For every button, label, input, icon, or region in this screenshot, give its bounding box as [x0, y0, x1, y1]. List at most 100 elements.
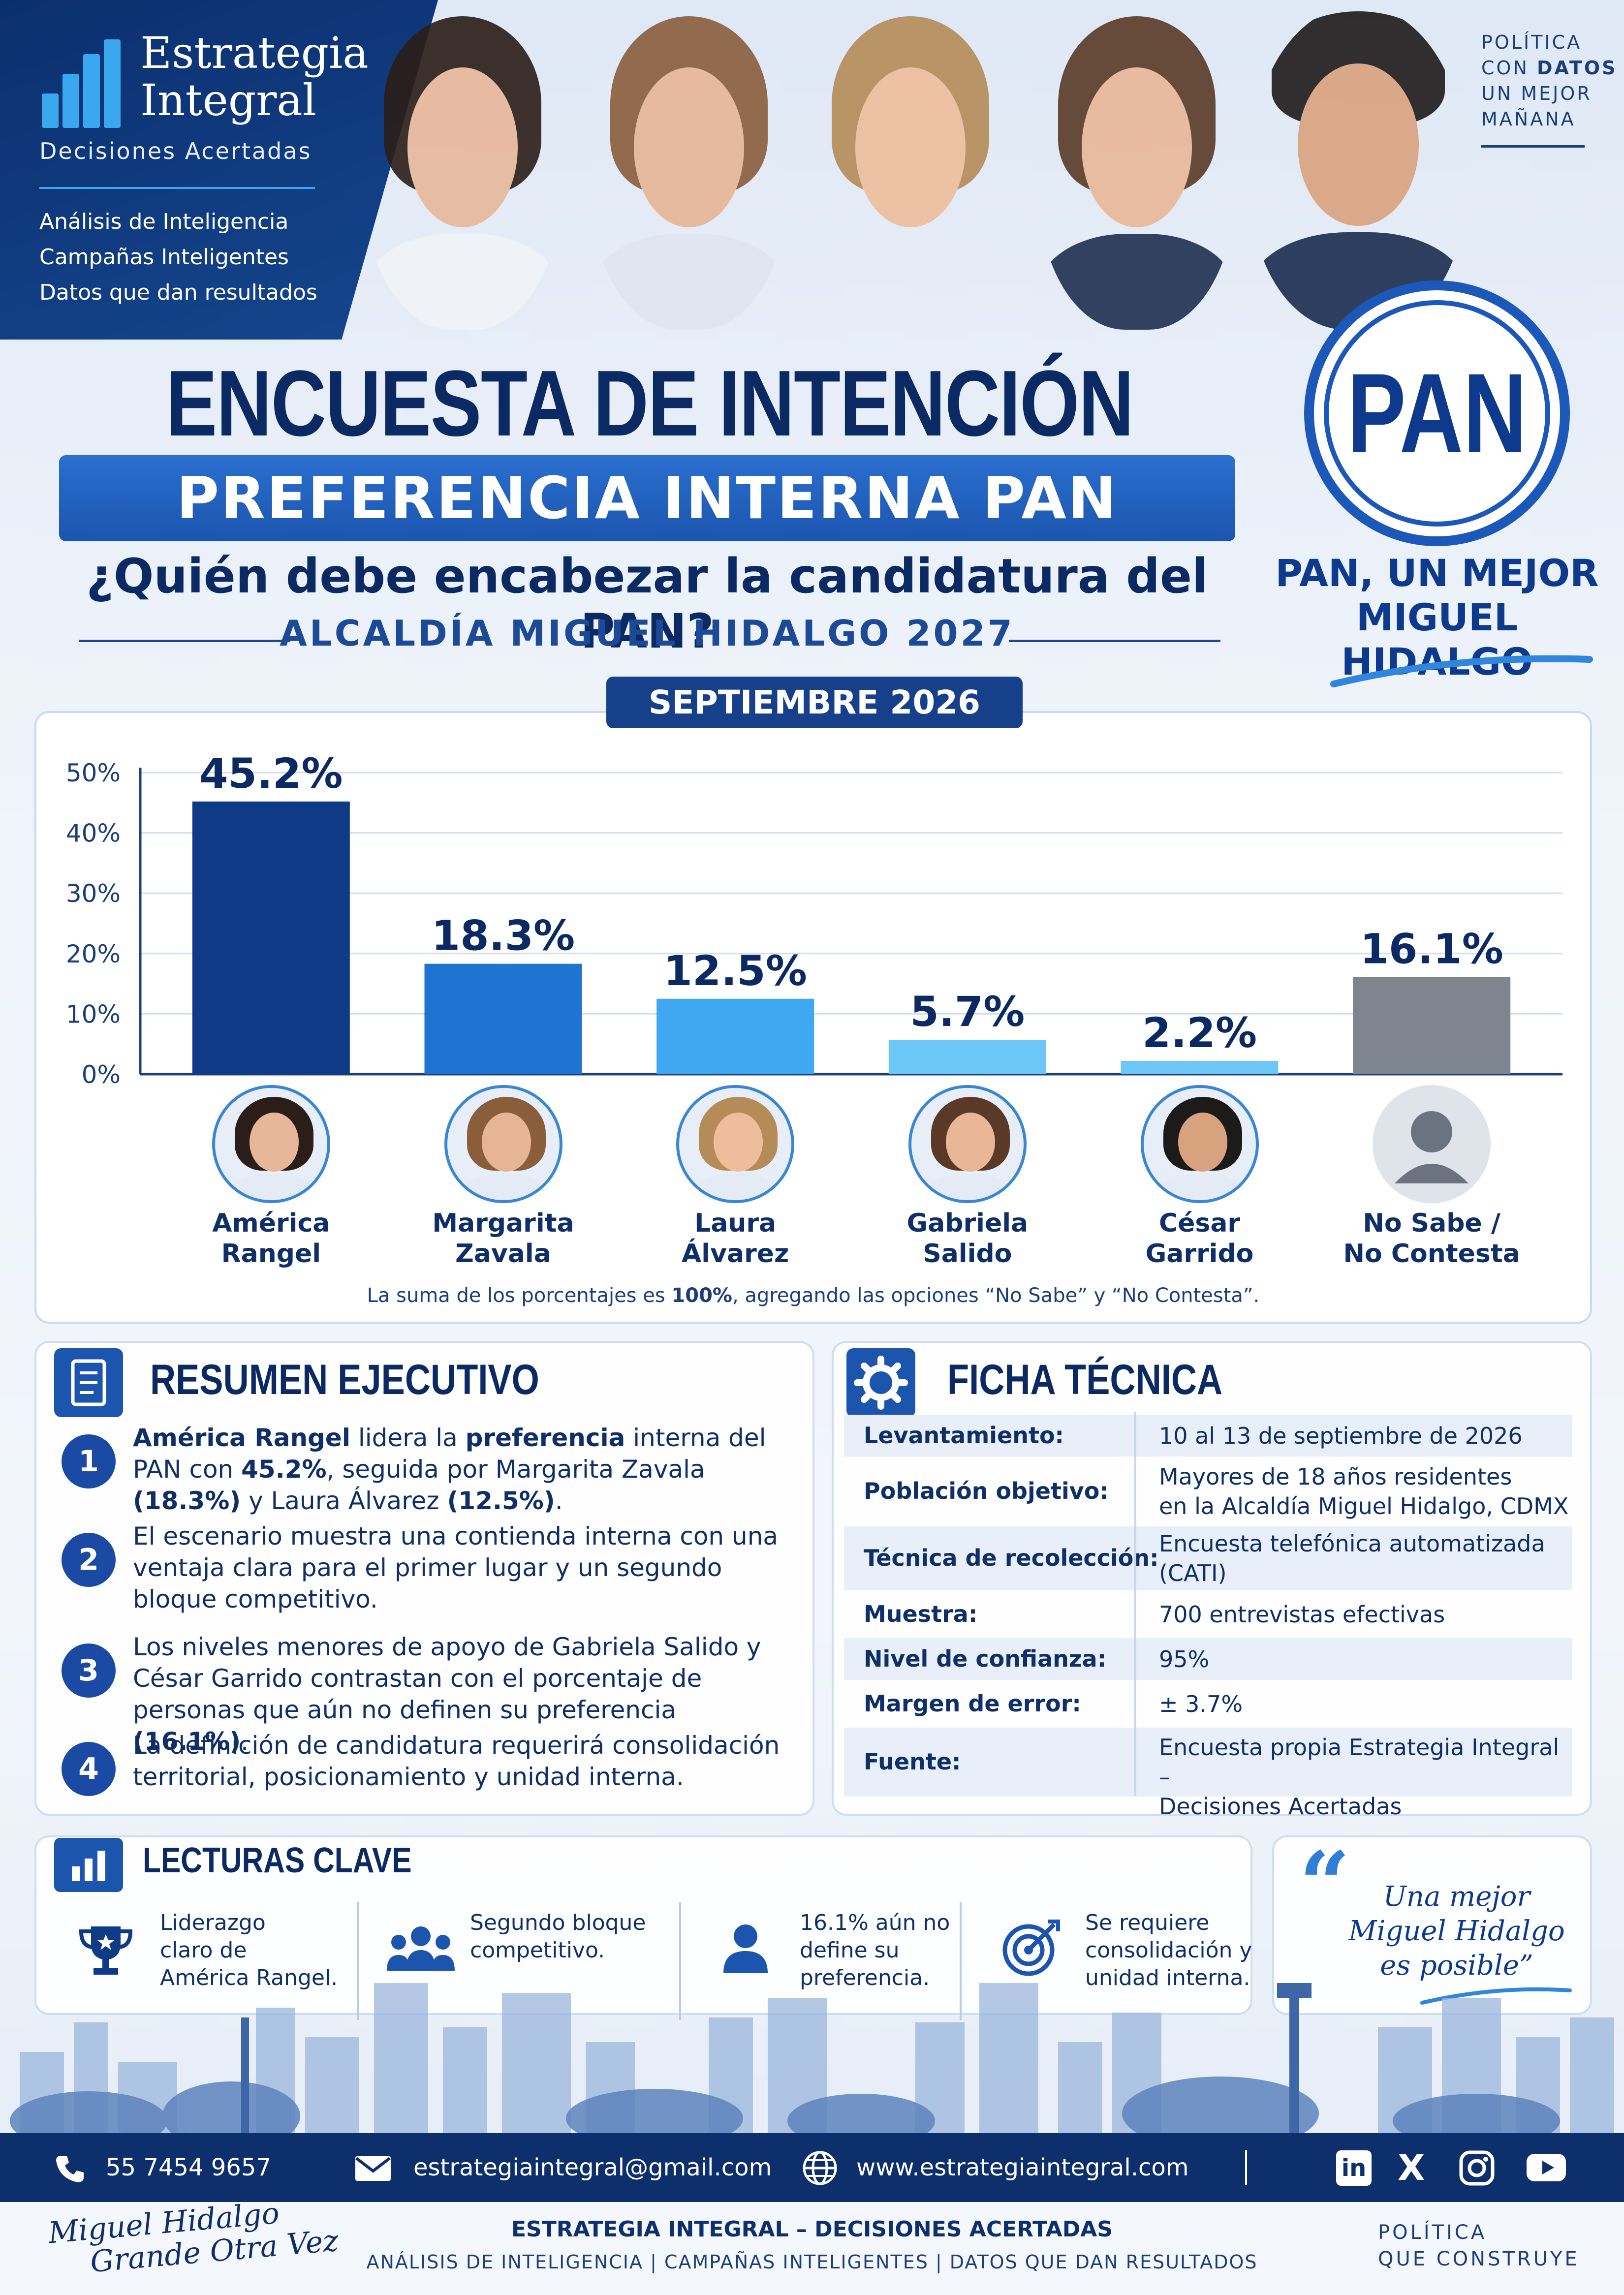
candidate-name-line: César	[1158, 1209, 1241, 1238]
ficha-row: Fuente: Encuesta propia Estrategia Integr…	[844, 1728, 1572, 1820]
pan-slogan-line: PAN, UN MEJOR	[1275, 551, 1599, 595]
slogan-underline	[1481, 145, 1585, 148]
resumen-text-part: La definición de candidatura requerirá c…	[133, 1731, 780, 1791]
y-tick-label: 20%	[66, 940, 121, 968]
slogan-part: CON	[1481, 57, 1537, 79]
divider-right	[1009, 640, 1220, 642]
lectura-line: Se requiere	[1085, 1910, 1210, 1935]
ficha-label: Levantamiento:	[864, 1422, 1064, 1449]
email-link[interactable]: estrategiaintegral@gmail.com	[413, 2154, 772, 2181]
candidate-name: Margarita Zavala	[380, 1208, 626, 1269]
bar-value-label: 5.7%	[910, 988, 1025, 1036]
website-link[interactable]: www.estrategiaintegral.com	[856, 2154, 1189, 2181]
ficha-row: Levantamiento: 10 al 13 de septiembre de …	[844, 1415, 1572, 1457]
candidate-photo	[908, 1085, 1027, 1203]
slogan-line: POLÍTICA	[1481, 31, 1582, 53]
ficha-label: Margen de error:	[864, 1690, 1081, 1717]
youtube-icon[interactable]	[1526, 2153, 1567, 2182]
brand-service: Datos que dan resultados	[39, 280, 317, 305]
candidate-name-line: Zavala	[455, 1239, 551, 1269]
resumen-item: La definición de candidatura requerirá c…	[133, 1730, 787, 1793]
trophy-icon	[74, 1917, 138, 1983]
divider-left	[79, 640, 290, 642]
lectura-line: América Rangel.	[160, 1965, 338, 1990]
bar	[888, 1040, 1046, 1074]
footer-slogan-line: POLÍTICA	[1378, 2221, 1487, 2244]
ficha-label: Fuente:	[864, 1748, 961, 1775]
ficha-value-line: 10 al 13 de septiembre de 2026	[1159, 1422, 1523, 1449]
lectura-line: Liderazgo	[160, 1910, 266, 1935]
instagram-icon[interactable]	[1459, 2150, 1495, 2186]
ficha-value: ± 3.7%	[1159, 1689, 1243, 1719]
ficha-label: Técnica de recolección:	[864, 1545, 1159, 1571]
resumen-emphasis: 45.2%	[241, 1455, 327, 1484]
candidate-name: Laura Álvarez	[612, 1208, 858, 1269]
resumen-title: RESUMEN EJECUTIVO	[150, 1356, 539, 1403]
footnote-part: La suma de los porcentajes es	[367, 1284, 672, 1307]
ficha-value: 700 entrevistas efectivas	[1159, 1600, 1445, 1629]
ficha-value-line: Encuesta propia Estrategia Integral –	[1159, 1734, 1560, 1790]
footer-slogan: POLÍTICA QUE CONSTRUYE	[1378, 2219, 1580, 2272]
resumen-emphasis: (18.3%)	[133, 1487, 241, 1515]
lectura-text: 16.1% aún no define su preferencia.	[800, 1909, 987, 1992]
bar-value-label: 16.1%	[1360, 925, 1503, 973]
pan-logo-inner-ring	[1324, 300, 1550, 527]
linkedin-icon[interactable]: in	[1336, 2150, 1372, 2186]
lectura-separator	[960, 1902, 962, 2020]
brand-services: Análisis de Inteligencia Campañas Inteli…	[39, 204, 317, 310]
candidate-name: América Rangel	[148, 1208, 394, 1269]
mail-icon	[355, 2156, 391, 2181]
y-tick-label: 10%	[66, 1000, 121, 1028]
subtitle-banner	[59, 455, 1235, 541]
footer-title: ESTRATEGIA INTEGRAL – DECISIONES ACERTAD…	[511, 2217, 1113, 2242]
resumen-item: Los niveles menores de apoyo de Gabriela…	[133, 1631, 787, 1757]
lecturas-title: LECTURAS CLAVE	[143, 1841, 412, 1880]
top-right-slogan: POLÍTICA CON DATOS UN MEJOR MAÑANA	[1481, 30, 1618, 132]
ficha-value-line: 95%	[1159, 1645, 1210, 1673]
pan-logo-text: PAN	[1347, 350, 1527, 476]
phone-icon	[56, 2156, 84, 2182]
quote-swoosh	[1420, 1987, 1572, 2005]
ficha-row: Técnica de recolección: Encuesta telefóni…	[844, 1526, 1572, 1590]
lectura-line: Segundo bloque	[470, 1910, 646, 1935]
ficha-value-line: Encuesta telefónica automatizada	[1159, 1530, 1545, 1557]
lectura-line: unidad interna.	[1085, 1965, 1250, 1990]
lectura-line: define su	[800, 1938, 900, 1963]
candidate-name-line: Rangel	[221, 1239, 321, 1269]
resumen-text-part: lidera la	[350, 1424, 466, 1452]
resumen-text-part: .	[241, 1727, 249, 1756]
slogan-line: CON DATOS	[1481, 55, 1618, 81]
y-tick-label: 0%	[82, 1060, 121, 1089]
lectura-text: Se requiere consolidación y unidad interna…	[1085, 1909, 1272, 1992]
slogan-line: MAÑANA	[1481, 108, 1576, 130]
page-subtitle: PREFERENCIA INTERNA PAN	[176, 464, 1118, 532]
candidate-name-line: Margarita	[432, 1209, 574, 1238]
group-icon	[384, 1917, 458, 1983]
candidate-photo	[1140, 1085, 1259, 1203]
bar	[656, 998, 814, 1074]
lectura-separator	[357, 1902, 359, 2020]
target-icon	[999, 1917, 1063, 1983]
resumen-text-part: interna del PAN con	[133, 1424, 766, 1484]
resumen-panel	[34, 1341, 814, 1816]
resumen-number: 1	[62, 1434, 116, 1489]
bar	[1353, 977, 1511, 1074]
contact-divider	[1245, 2150, 1247, 2185]
pan-slogan: PAN, UN MEJOR MIGUEL HIDALGO	[1260, 551, 1614, 684]
ficha-value: 95%	[1159, 1644, 1209, 1674]
ficha-value-line: (CATI)	[1159, 1560, 1227, 1586]
lectura-line: preferencia.	[800, 1965, 930, 1990]
slogan-line: UN MEJOR	[1481, 83, 1592, 104]
candidate-name-line: Álvarez	[682, 1239, 789, 1269]
quote-line: Miguel Hidalgo	[1348, 1915, 1565, 1947]
ficha-value: Encuesta telefónica automatizada (CATI)	[1159, 1529, 1545, 1588]
x-icon[interactable]: X	[1398, 2147, 1425, 2188]
candidate-name: No Sabe / No Contesta	[1309, 1208, 1555, 1269]
quote-mark-icon: “	[1299, 1832, 1350, 1936]
phone-number[interactable]: 55 7454 9657	[106, 2154, 271, 2181]
document-icon	[54, 1348, 123, 1417]
header-portrait	[364, 10, 561, 330]
ficha-label: Nivel de confianza:	[864, 1645, 1107, 1672]
resumen-number: 3	[62, 1644, 116, 1698]
ficha-row: Población objetivo: Mayores de 18 años re…	[844, 1459, 1572, 1523]
